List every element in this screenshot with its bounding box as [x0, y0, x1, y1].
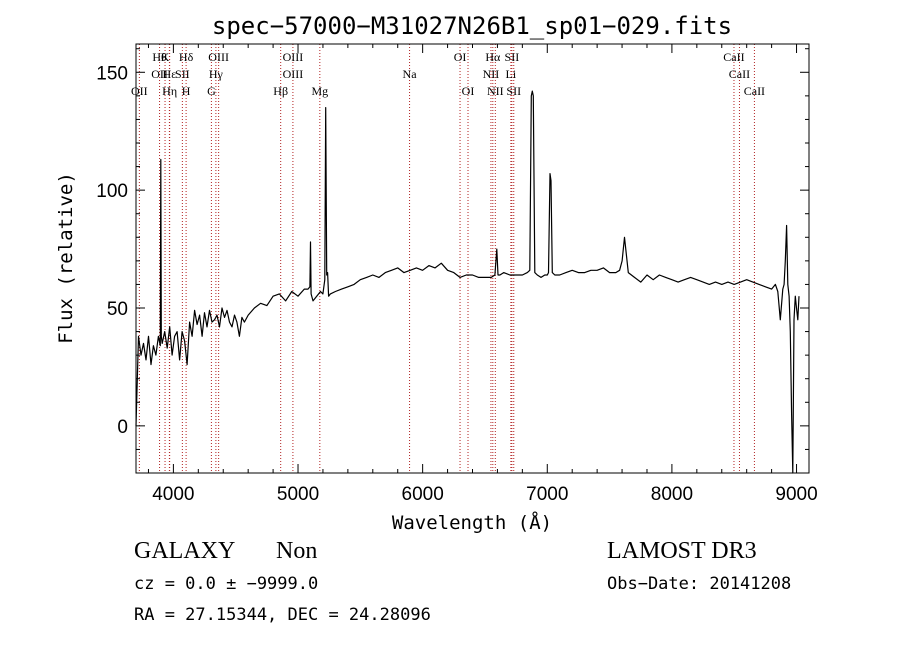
x-tick-label: 7000: [526, 484, 568, 505]
obs-date-text: Obs−Date: 20141208: [607, 574, 791, 594]
line-marker-label: Hε: [163, 67, 177, 81]
y-tick-label: 100: [96, 181, 128, 202]
y-tick-label: 150: [96, 63, 128, 84]
line-marker-label: Hα: [485, 50, 501, 64]
line-marker-label: OI: [454, 50, 467, 64]
x-axis-label: Wavelength (Å): [392, 511, 552, 534]
line-marker-label: NII: [487, 84, 504, 98]
line-marker-label: OII: [131, 84, 148, 98]
x-axis-ticks: 4000 5000 6000 7000 8000 9000: [147, 44, 818, 505]
x-tick-label: 4000: [152, 484, 194, 505]
redshift-text: cz = 0.0 ± −9999.0: [134, 574, 318, 594]
line-marker-label: Li: [506, 67, 517, 81]
line-marker-label: Mg: [311, 84, 328, 98]
chart-title: spec−57000−M31027N26B1_sp01−029.fits: [212, 12, 732, 40]
line-marker-label: Hβ: [273, 84, 288, 98]
line-marker-label: Hθ: [152, 50, 167, 64]
x-tick-label: 5000: [277, 484, 319, 505]
line-marker-label: SII: [506, 84, 521, 98]
line-marker-label: Na: [403, 67, 418, 81]
line-marker-label: OII: [151, 67, 168, 81]
line-marker-label: G: [207, 84, 216, 98]
line-marker-label: CaII: [723, 50, 744, 64]
line-marker-label: Hγ: [209, 67, 224, 81]
line-marker-label: SII: [505, 50, 520, 64]
line-marker-label: SII: [175, 67, 190, 81]
plot-frame: [135, 43, 810, 474]
x-tick-label: 6000: [402, 484, 444, 505]
line-marker-label: CaII: [729, 67, 750, 81]
line-marker-label: OIII: [283, 50, 304, 64]
x-tick-label: 9000: [775, 484, 817, 505]
line-marker-lines: [138, 44, 755, 473]
object-class: GALAXY: [134, 538, 235, 564]
object-subclass: Non: [276, 538, 317, 564]
y-tick-label: 0: [117, 417, 128, 438]
line-marker-label: NII: [483, 67, 500, 81]
line-marker-label: OIII: [283, 67, 304, 81]
line-marker-label: Hη: [162, 84, 177, 98]
line-marker-label: OIII: [208, 50, 229, 64]
survey-name: LAMOST DR3: [607, 538, 757, 564]
line-marker-label: CaII: [744, 84, 765, 98]
line-marker-label: K: [161, 50, 170, 64]
x-tick-label: 8000: [651, 484, 693, 505]
spectrum-line: [135, 90, 800, 474]
line-marker-label: H: [182, 84, 191, 98]
line-marker-label: Hδ: [179, 50, 194, 64]
coordinates-text: RA = 27.15344, DEC = 24.28096: [134, 605, 431, 625]
y-axis-ticks: 0 50 100 150: [96, 48, 809, 450]
y-axis-label: Flux (relative): [55, 172, 77, 344]
line-marker-label: OI: [462, 84, 475, 98]
y-tick-label: 50: [107, 299, 128, 320]
